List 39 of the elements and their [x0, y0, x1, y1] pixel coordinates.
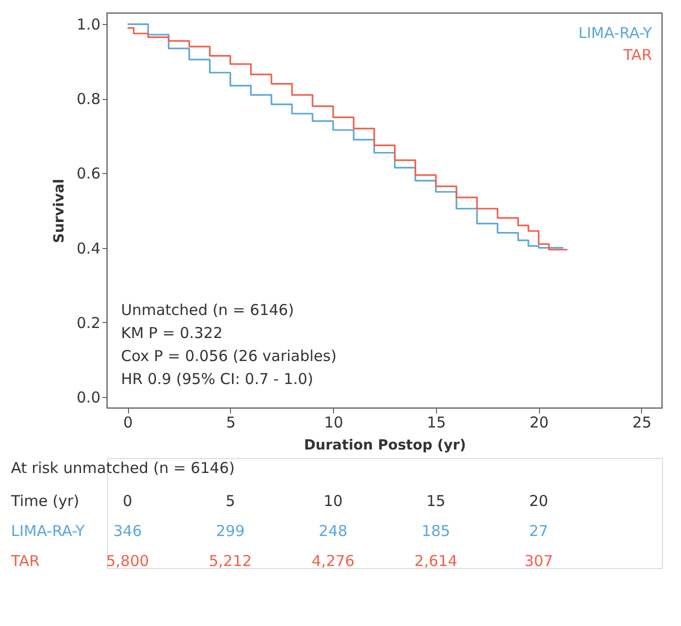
text: 5	[226, 492, 236, 510]
annotation: Unmatched (n = 6146)	[121, 301, 294, 319]
y-tick-label: 1.0	[76, 16, 100, 34]
y-tick-label: 0.2	[76, 314, 100, 332]
annotation: HR 0.9 (95% CI: 0.7 - 1.0)	[121, 370, 314, 388]
text: 27	[529, 522, 548, 540]
x-tick-label: 15	[426, 414, 446, 432]
text: TAR	[622, 46, 652, 64]
text: 248	[318, 522, 348, 540]
x-tick-label: 25	[632, 414, 652, 432]
y-tick-label: 0.0	[76, 388, 100, 406]
text: 4,276	[312, 552, 355, 570]
y-axis-title: Survival	[52, 178, 68, 244]
x-tick-label: 5	[226, 414, 236, 432]
x-axis-title: Duration Postop (yr)	[304, 438, 466, 454]
y-tick-label: 0.6	[76, 164, 100, 183]
text: 346	[113, 522, 142, 540]
text: At risk unmatched (n = 6146)	[11, 459, 235, 477]
y-tick-label: 0.8	[76, 90, 100, 108]
text: LIMA-RA-Y	[578, 24, 653, 42]
text: LIMA-RA-Y	[11, 522, 86, 540]
y-tick-label: 0.4	[76, 239, 100, 258]
text: 15	[426, 492, 446, 510]
text: TAR	[10, 552, 40, 570]
annotation: KM P = 0.322	[121, 324, 223, 342]
x-tick-label: 20	[530, 414, 549, 432]
annotation: Cox P = 0.056 (26 variables)	[121, 347, 337, 365]
text: 307	[524, 552, 553, 570]
text: 5,800	[106, 552, 150, 570]
text: 2,614	[414, 552, 458, 570]
text: 20	[529, 492, 548, 510]
text: 185	[422, 522, 450, 540]
text: 10	[324, 492, 343, 510]
x-tick-label: 0	[123, 414, 133, 432]
text: 5,212	[208, 552, 252, 570]
text: Time (yr)	[10, 492, 80, 510]
x-tick-label: 10	[324, 414, 344, 432]
text: 299	[216, 522, 245, 540]
text: 0	[122, 492, 132, 510]
